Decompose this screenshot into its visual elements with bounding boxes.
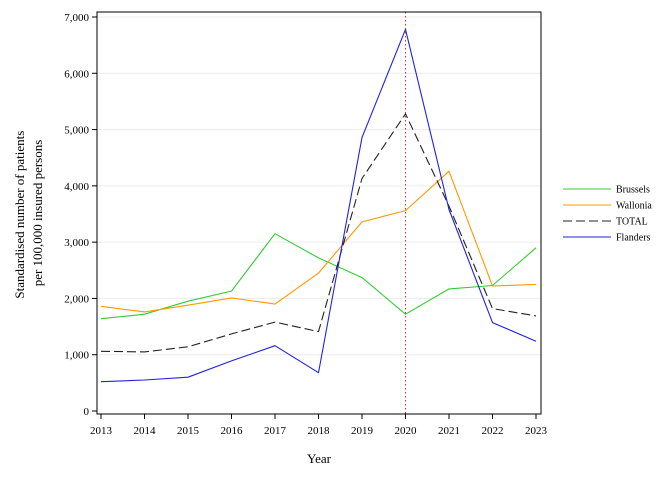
y-tick-label: 0 (84, 406, 90, 418)
x-tick-label: 2018 (308, 425, 331, 437)
x-tick-label: 2019 (351, 425, 374, 437)
x-tick-label: 2015 (177, 425, 200, 437)
gridlines (97, 16, 541, 356)
x-tick-label: 2014 (134, 425, 157, 437)
x-tick-label: 2023 (525, 425, 548, 437)
y-tick-label: 4,000 (64, 181, 89, 193)
x-tick-label: 2013 (90, 425, 113, 437)
series-line-wallonia (100, 170, 537, 313)
y-axis-title: Standardised number of patients per 100,… (12, 127, 45, 298)
y-tick-label: 1,000 (64, 350, 89, 362)
y-tick-label: 6,000 (64, 68, 89, 80)
series-lines (100, 28, 537, 383)
legend-label-total: TOTAL (616, 217, 648, 228)
x-tick-label: 2022 (482, 425, 504, 437)
series-line-total (100, 113, 537, 353)
x-tick-label: 2021 (438, 425, 460, 437)
legend: Brussels Wallonia TOTAL Flanders (563, 185, 652, 244)
y-tick-label: 5,000 (64, 125, 89, 137)
y-axis: 0 1,000 2,000 3,000 4,000 5,000 6,000 7,000 (64, 12, 97, 418)
x-axis: 2013 2014 2015 2016 2017 2018 2019 2020 2021 2022… (90, 414, 548, 437)
legend-label-wallonia: Wallonia (616, 201, 652, 212)
x-tick-label: 2016 (221, 425, 244, 437)
legend-label-brussels: Brussels (616, 185, 650, 196)
plot-frame (96, 11, 542, 415)
y-axis-title-line-1: Standardised number of patients (12, 131, 27, 299)
series-line-flanders (100, 28, 537, 383)
x-tick-label: 2017 (264, 425, 287, 437)
y-tick-label: 7,000 (64, 12, 89, 24)
y-tick-label: 2,000 (64, 293, 89, 305)
x-tick-label: 2020 (395, 425, 418, 437)
y-tick-label: 3,000 (64, 237, 89, 249)
y-axis-title-line-2: per 100,000 insured persons (30, 140, 45, 287)
legend-label-flanders: Flanders (616, 233, 651, 244)
series-line-brussels (100, 233, 537, 320)
x-axis-title: Year (307, 451, 332, 466)
